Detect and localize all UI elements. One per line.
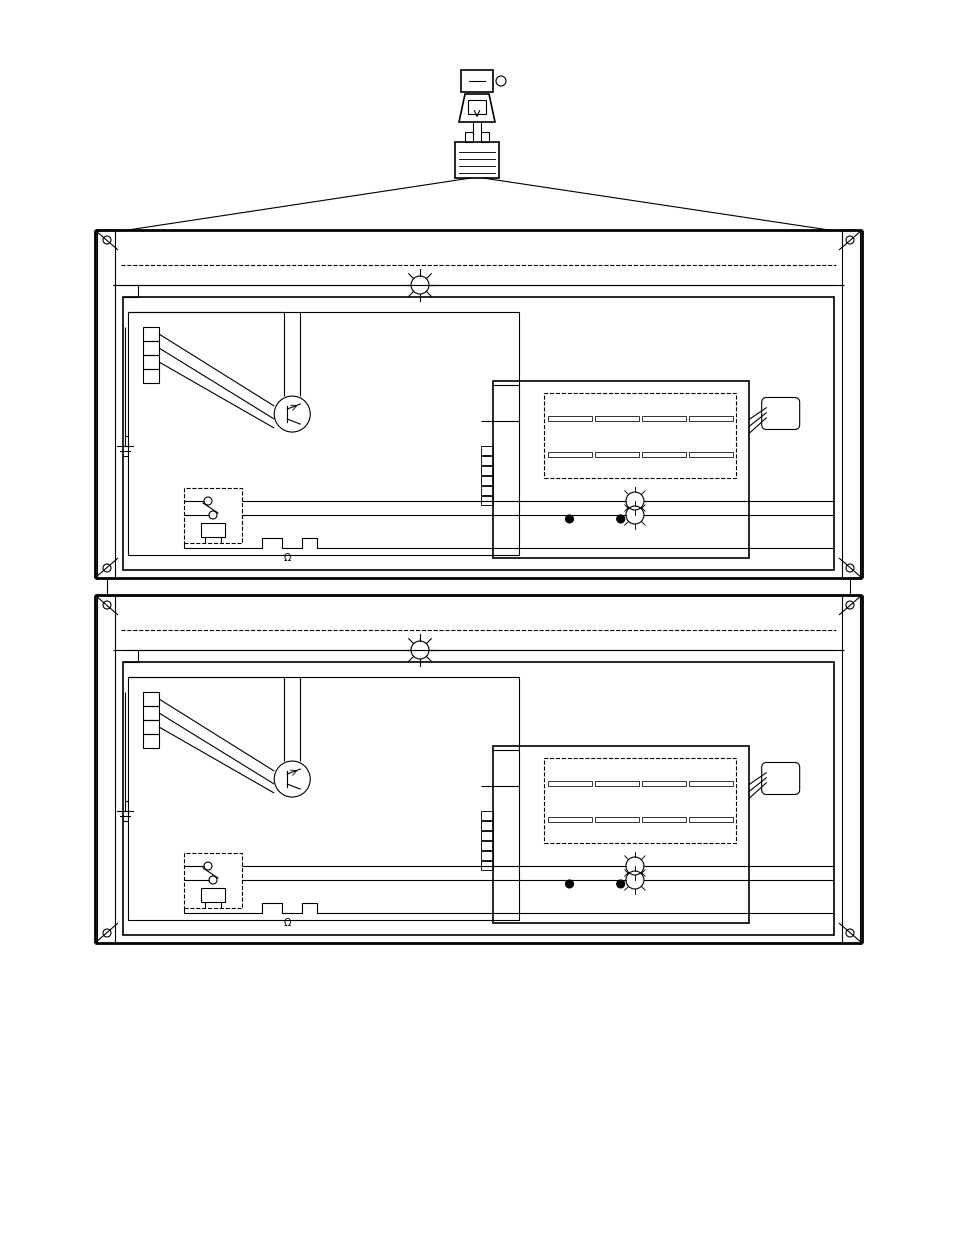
- Bar: [688, 816, 732, 821]
- Bar: [547, 816, 591, 821]
- Text: Ω: Ω: [283, 918, 291, 927]
- Bar: [201, 522, 225, 536]
- Circle shape: [565, 881, 573, 888]
- Bar: [543, 393, 735, 478]
- Bar: [468, 100, 485, 114]
- Circle shape: [616, 881, 624, 888]
- Bar: [641, 816, 685, 821]
- Bar: [480, 456, 492, 464]
- Text: Ω: Ω: [283, 553, 291, 563]
- Bar: [595, 816, 639, 821]
- Bar: [143, 706, 159, 720]
- Bar: [480, 485, 492, 495]
- Bar: [595, 781, 639, 787]
- Bar: [688, 781, 732, 787]
- Bar: [595, 452, 639, 457]
- Bar: [143, 327, 159, 341]
- Bar: [480, 475, 492, 485]
- Bar: [464, 132, 473, 142]
- Bar: [641, 452, 685, 457]
- Bar: [480, 841, 492, 850]
- Bar: [492, 380, 748, 558]
- Bar: [128, 677, 518, 920]
- Bar: [841, 595, 859, 944]
- Bar: [123, 296, 833, 571]
- Bar: [480, 861, 492, 869]
- Bar: [480, 495, 492, 505]
- Bar: [184, 488, 242, 542]
- Bar: [841, 230, 859, 578]
- FancyBboxPatch shape: [760, 762, 799, 794]
- Bar: [460, 70, 493, 91]
- FancyBboxPatch shape: [760, 398, 799, 430]
- Bar: [547, 416, 591, 421]
- Bar: [641, 781, 685, 787]
- Bar: [547, 781, 591, 787]
- Circle shape: [616, 515, 624, 522]
- Bar: [480, 132, 489, 142]
- Bar: [143, 354, 159, 369]
- Bar: [201, 888, 225, 902]
- Bar: [123, 662, 833, 935]
- Bar: [480, 466, 492, 474]
- Bar: [143, 692, 159, 706]
- Bar: [480, 831, 492, 840]
- Bar: [128, 312, 518, 555]
- Bar: [143, 734, 159, 748]
- Bar: [143, 369, 159, 383]
- Bar: [492, 746, 748, 923]
- Bar: [184, 852, 242, 908]
- Bar: [688, 452, 732, 457]
- Circle shape: [565, 515, 573, 522]
- Bar: [641, 416, 685, 421]
- Bar: [455, 142, 498, 178]
- Bar: [688, 416, 732, 421]
- Bar: [543, 758, 735, 844]
- Bar: [97, 595, 115, 944]
- Bar: [143, 341, 159, 354]
- Bar: [480, 821, 492, 830]
- Bar: [480, 810, 492, 820]
- Bar: [595, 416, 639, 421]
- Bar: [480, 446, 492, 454]
- Bar: [143, 720, 159, 734]
- Bar: [97, 230, 115, 578]
- Bar: [547, 452, 591, 457]
- Bar: [480, 851, 492, 860]
